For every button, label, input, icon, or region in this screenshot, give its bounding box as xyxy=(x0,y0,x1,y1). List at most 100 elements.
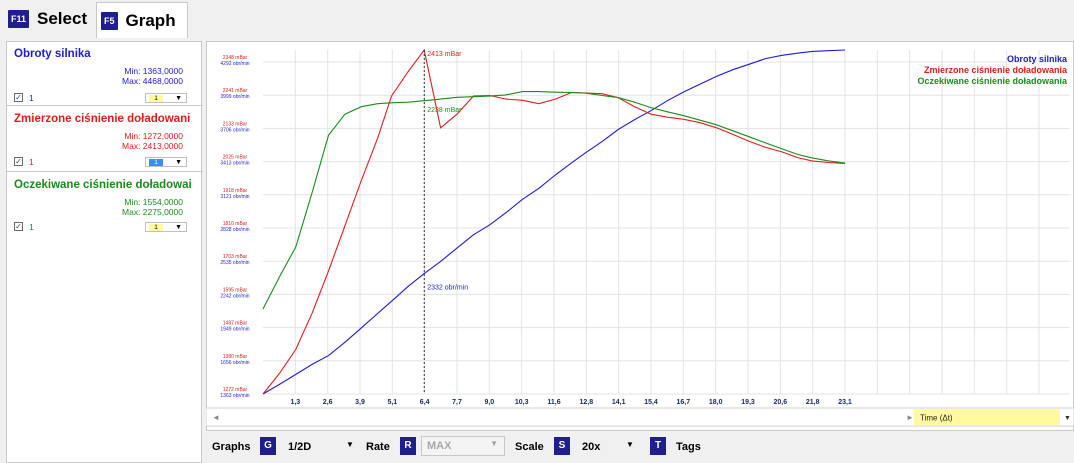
legend-entry: Obroty silnika xyxy=(1007,54,1068,64)
sensor-min: Min: 1272,0000 xyxy=(124,131,183,141)
scale-label: Scale xyxy=(515,441,544,453)
sensor-item[interactable]: Zmierzone ciśnienie doładowani Min: 1272… xyxy=(7,113,203,173)
y-tick-label-rpm: 2828 obr/min xyxy=(220,227,249,233)
y-tick-label-mbar: 1810 mBar xyxy=(223,221,248,227)
sensor-max: Max: 2413,0000 xyxy=(122,141,183,151)
sensor-min: Min: 1554,0000 xyxy=(124,197,183,207)
y-tick-label-rpm: 2242 obr/min xyxy=(220,293,249,299)
x-tick-label: 5,1 xyxy=(387,399,397,406)
y-tick-label-rpm: 1363 obr/min xyxy=(220,393,249,399)
graphs-key-badge: G xyxy=(260,437,276,455)
y-tick-label-mbar: 2025 mBar xyxy=(223,155,248,161)
divider xyxy=(7,105,203,106)
x-tick-label: 6,4 xyxy=(420,399,430,406)
sensor-number: 1 xyxy=(29,157,34,167)
x-tick-label: 7,7 xyxy=(452,399,462,406)
y-tick-label-mbar: 1595 mBar xyxy=(223,287,248,293)
sensor-item[interactable]: Obroty silnika Min: 1363,0000 Max: 4468,… xyxy=(7,48,203,168)
x-tick-label: 15,4 xyxy=(644,399,658,406)
tab-bar: F11 Select F5 Graph xyxy=(0,0,1074,38)
chevron-down-icon: ▼ xyxy=(175,159,182,166)
scroll-right-icon[interactable]: ► xyxy=(906,413,914,422)
sensor-scale-select[interactable]: 1 ▼ xyxy=(145,157,187,167)
sensor-max: Max: 2275,0000 xyxy=(122,207,183,217)
x-tick-label: 1,3 xyxy=(290,399,300,406)
chevron-down-icon: ▼ xyxy=(175,95,182,102)
sensor-scale-select[interactable]: 1 ▼ xyxy=(145,93,187,103)
y-tick-label-mbar: 1272 mBar xyxy=(223,387,248,393)
sensor-checkbox[interactable]: ✓ xyxy=(14,157,23,166)
chevron-down-icon[interactable]: ▼ xyxy=(1064,415,1071,422)
cursor-value-label: 2413 mBar xyxy=(427,51,462,58)
rate-key-badge: R xyxy=(400,437,416,455)
graphs-label: Graphs xyxy=(212,441,251,453)
sensor-checkbox[interactable]: ✓ xyxy=(14,222,23,231)
cursor-value-label: 2238 mBar xyxy=(427,107,462,114)
series-line xyxy=(262,49,846,395)
sensor-max: Max: 4468,0000 xyxy=(122,76,183,86)
rate-value: MAX xyxy=(427,440,452,452)
x-tick-label: 14,1 xyxy=(612,399,626,406)
y-tick-label-mbar: 1487 mBar xyxy=(223,321,248,327)
sensor-min: Min: 1363,0000 xyxy=(124,66,183,76)
chevron-down-icon[interactable]: ▼ xyxy=(626,440,634,449)
sensor-number: 1 xyxy=(29,93,34,103)
tab-graph[interactable]: F5 Graph xyxy=(96,2,188,38)
tags-button[interactable]: Tags xyxy=(676,441,701,453)
y-tick-label-mbar: 2133 mBar xyxy=(223,121,248,127)
graph-panel: 2348 mBar 4292 obr/min 2241 mBar 3999 obr/m… xyxy=(206,41,1074,431)
series-line xyxy=(262,91,846,310)
chevron-down-icon: ▼ xyxy=(175,224,182,231)
sensor-panel: Obroty silnika Min: 1363,0000 Max: 4468,… xyxy=(6,41,203,463)
x-tick-label: 20,6 xyxy=(774,399,788,406)
x-tick-label: 10,3 xyxy=(515,399,529,406)
tags-key-badge: T xyxy=(650,437,666,455)
x-tick-label: 18,0 xyxy=(709,399,723,406)
rate-label: Rate xyxy=(366,441,390,453)
graphs-select[interactable]: 1/2D xyxy=(288,441,312,453)
sensor-name: Obroty silnika xyxy=(14,48,91,60)
tab-select-label: Select xyxy=(37,8,88,28)
y-tick-label-mbar: 1703 mBar xyxy=(223,254,248,260)
sensor-scale-select[interactable]: 1 ▼ xyxy=(145,222,187,232)
cursor-value-label: 2332 obr/min xyxy=(427,285,468,292)
rate-select[interactable]: MAX ▼ xyxy=(421,436,505,456)
x-tick-label: 16,7 xyxy=(677,399,691,406)
scale-select[interactable]: 20x xyxy=(582,441,601,453)
y-tick-label-rpm: 3999 obr/min xyxy=(220,94,249,100)
y-tick-label-rpm: 1656 obr/min xyxy=(220,360,249,366)
x-tick-label: 11,6 xyxy=(547,399,560,406)
y-tick-label-mbar: 1380 mBar xyxy=(223,354,248,360)
scroll-left-icon[interactable]: ◄ xyxy=(212,413,220,422)
sensor-checkbox[interactable]: ✓ xyxy=(14,93,23,102)
y-tick-label-mbar: 1918 mBar xyxy=(223,188,248,194)
y-tick-label-rpm: 3706 obr/min xyxy=(220,127,249,133)
sensor-name: Zmierzone ciśnienie doładowani xyxy=(14,113,191,125)
horizontal-scrollbar[interactable]: ◄ ► Time (Δt) ▼ xyxy=(206,406,1074,428)
scale-value: 1 xyxy=(149,95,163,102)
y-tick-label-rpm: 1949 obr/min xyxy=(220,327,249,333)
x-tick-label: 3,9 xyxy=(355,399,365,406)
x-tick-label: 9,0 xyxy=(484,399,494,406)
tab-select[interactable]: F11 Select xyxy=(4,2,92,35)
chevron-down-icon[interactable]: ▼ xyxy=(346,440,354,449)
x-tick-label: 21,8 xyxy=(806,399,820,406)
time-axis-label: Time (Δt) xyxy=(920,414,953,423)
scale-value: 1 xyxy=(149,159,163,166)
bottom-toolbar: Graphs G 1/2D ▼ Rate R MAX ▼ Scale S 20x… xyxy=(206,432,1074,463)
x-tick-label: 19,3 xyxy=(741,399,755,406)
x-tick-label: 23,1 xyxy=(838,399,852,406)
y-tick-label-mbar: 2348 mBar xyxy=(223,55,248,61)
y-tick-label-rpm: 3413 obr/min xyxy=(220,161,249,167)
y-tick-label-rpm: 3121 obr/min xyxy=(220,194,249,200)
scale-value: 1 xyxy=(149,224,163,231)
sensor-item[interactable]: Oczekiwane ciśnienie doładowai Min: 1554… xyxy=(7,179,203,239)
x-tick-label: 12,8 xyxy=(580,399,594,406)
scale-key-badge: S xyxy=(554,437,570,455)
y-tick-label-rpm: 2535 obr/min xyxy=(220,260,249,266)
chevron-down-icon: ▼ xyxy=(490,439,498,448)
sensor-name: Oczekiwane ciśnienie doładowai xyxy=(14,179,192,191)
sensor-number: 1 xyxy=(29,222,34,232)
series-line xyxy=(262,48,846,395)
